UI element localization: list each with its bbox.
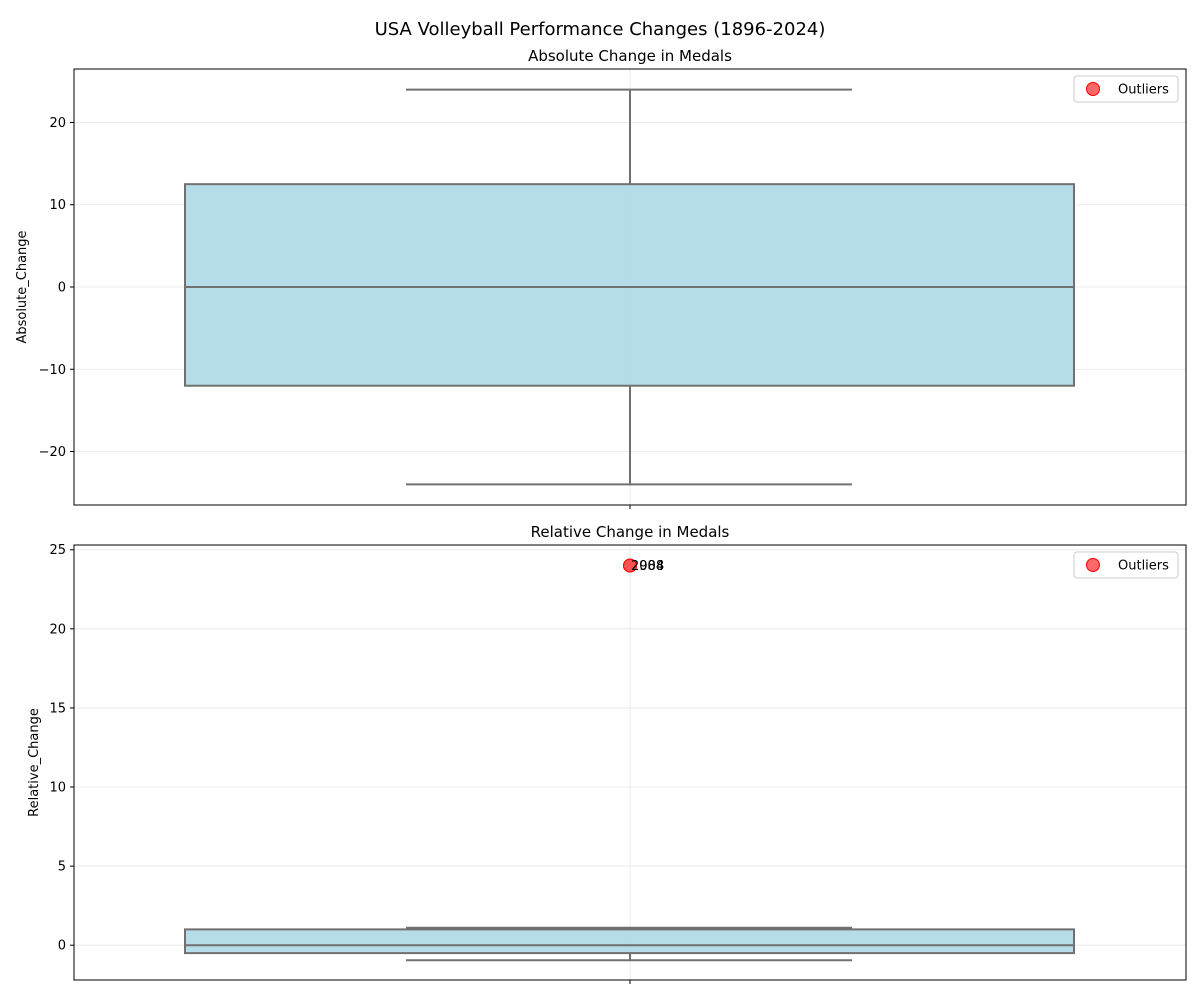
legend-marker — [1086, 82, 1100, 96]
grid-lines — [74, 545, 1186, 980]
y-tick-label: 25 — [49, 543, 66, 558]
y-axis-label-relative: Relative_Change — [27, 708, 42, 817]
y-axis-label-absolute: Absolute_Change — [15, 230, 30, 343]
y-tick-label: 20 — [49, 622, 66, 637]
legend-label-relative: Outliers — [1118, 559, 1169, 574]
legend-box — [1073, 75, 1179, 103]
y-tick-label: −20 — [39, 445, 66, 460]
y-tick-label: 0 — [58, 939, 66, 954]
y-tick-label: −10 — [39, 363, 66, 378]
legend-marker — [1086, 558, 1100, 572]
y-tick-label: 0 — [58, 281, 66, 296]
y-tick-label: 20 — [49, 116, 66, 131]
outlier-label: 2008 — [631, 559, 664, 574]
y-tick-label: 15 — [49, 701, 66, 716]
panel-title-relative: Relative Change in Medals — [531, 523, 730, 541]
y-tick-label: 10 — [49, 198, 66, 213]
figure-title: USA Volleyball Performance Changes (1896… — [375, 19, 826, 40]
outlier-label: 1984 — [631, 559, 664, 574]
legend-box — [1073, 551, 1179, 579]
y-tick-label: 10 — [49, 781, 66, 796]
legend-label-absolute: Outliers — [1118, 83, 1169, 98]
iqr-box — [184, 183, 1075, 387]
panel-title-absolute: Absolute Change in Medals — [528, 47, 732, 65]
outlier-point — [623, 558, 637, 573]
y-tick-label: 5 — [58, 860, 66, 875]
absolute-change-panel: Absolute Change in Medals Absolute_Chang… — [15, 47, 1187, 509]
iqr-box — [184, 928, 1075, 955]
relative-change-panel: Relative Change in Medals Relative_Chang… — [27, 523, 1187, 984]
